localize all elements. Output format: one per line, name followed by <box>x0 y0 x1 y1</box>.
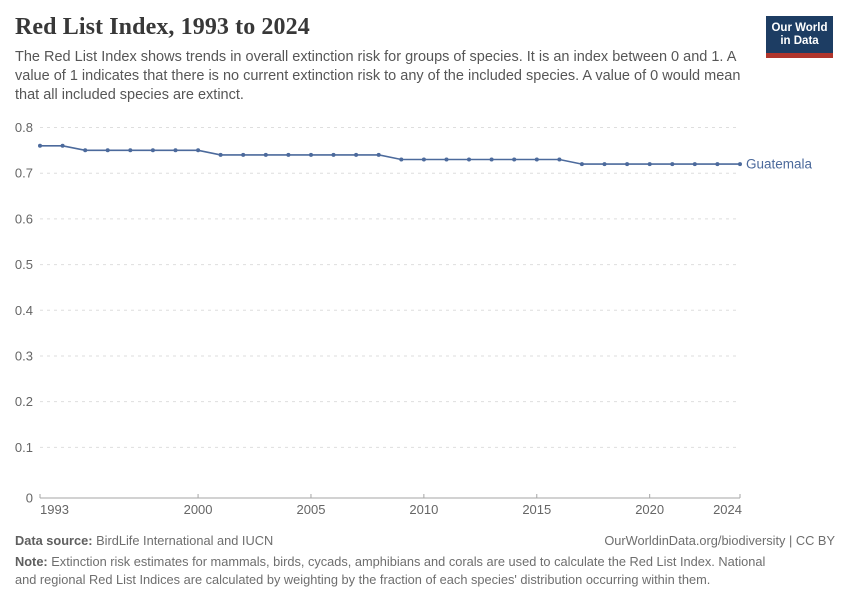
x-axis-label-2010: 2010 <box>409 502 438 517</box>
chart-svg: 0 0.1 0.2 0.3 0.4 0.5 0.6 0.7 0.8 1993 2000 2005 201… <box>15 120 813 517</box>
y-axis-label-0.5: 0.5 <box>15 257 33 272</box>
y-axis-label-0.1: 0.1 <box>15 440 33 455</box>
point-guatemala-2015[interactable] <box>534 157 539 162</box>
point-guatemala-2022[interactable] <box>692 162 697 167</box>
point-guatemala-2001[interactable] <box>218 152 223 157</box>
data-source-value: BirdLife International and IUCN <box>92 533 274 548</box>
point-guatemala-2004[interactable] <box>286 152 291 157</box>
point-guatemala-2019[interactable] <box>625 162 630 167</box>
point-guatemala-2010[interactable] <box>421 157 426 162</box>
x-axis-label-2005: 2005 <box>297 502 326 517</box>
owid-logo-line1: Our World <box>771 22 828 34</box>
y-axis-label-0.7: 0.7 <box>15 166 33 181</box>
y-axis-label-0.8: 0.8 <box>15 120 33 135</box>
x-axis-label-2015: 2015 <box>522 502 551 517</box>
y-axis-label-0.2: 0.2 <box>15 394 33 409</box>
y-axis-label-0.4: 0.4 <box>15 303 33 318</box>
point-guatemala-2011[interactable] <box>444 157 449 162</box>
owid-logo-accent-bar <box>766 53 833 58</box>
data-source-label: Data source: <box>15 533 93 548</box>
point-guatemala-1995[interactable] <box>83 148 88 153</box>
point-guatemala-2005[interactable] <box>309 152 313 157</box>
point-guatemala-1996[interactable] <box>105 148 110 153</box>
chart-title: Red List Index, 1993 to 2024 <box>15 14 310 40</box>
x-axis-label-2020: 2020 <box>635 502 664 517</box>
point-guatemala-1994[interactable] <box>60 143 65 148</box>
x-axis-label-1993: 1993 <box>40 502 69 517</box>
point-guatemala-2012[interactable] <box>467 157 471 162</box>
point-guatemala-2023[interactable] <box>715 162 720 167</box>
point-guatemala-2002[interactable] <box>241 152 246 157</box>
point-guatemala-2020[interactable] <box>647 162 652 167</box>
point-guatemala-2014[interactable] <box>512 157 517 162</box>
point-guatemala-1997[interactable] <box>128 148 133 153</box>
y-axis-label-0: 0 <box>26 491 33 506</box>
point-guatemala-2000[interactable] <box>196 148 201 153</box>
point-guatemala-2006[interactable] <box>331 152 336 157</box>
footnote-value: Extinction risk estimates for mammals, b… <box>15 554 766 587</box>
point-guatemala-2003[interactable] <box>263 152 268 157</box>
point-guatemala-2013[interactable] <box>489 157 494 162</box>
owid-logo-line2: in Data <box>780 35 819 47</box>
point-guatemala-2007[interactable] <box>354 152 359 157</box>
point-guatemala-2018[interactable] <box>602 162 607 167</box>
point-guatemala-2016[interactable] <box>557 157 562 162</box>
footnote: Note: Extinction risk estimates for mamm… <box>15 553 790 589</box>
data-source: Data source: BirdLife International and … <box>15 533 273 548</box>
point-guatemala-1999[interactable] <box>173 148 178 153</box>
y-axis-label-0.6: 0.6 <box>15 211 33 226</box>
y-axis-label-0.3: 0.3 <box>15 348 33 363</box>
point-guatemala-2024[interactable] <box>738 162 742 167</box>
point-guatemala-1993[interactable] <box>38 143 42 148</box>
point-guatemala-2009[interactable] <box>399 157 404 162</box>
point-guatemala-2008[interactable] <box>376 152 381 157</box>
chart-header: Red List Index, 1993 to 2024 The Red Lis… <box>15 14 835 105</box>
owid-logo[interactable]: Our World in Data <box>766 16 833 58</box>
point-guatemala-1998[interactable] <box>150 148 155 153</box>
point-guatemala-2021[interactable] <box>670 162 675 167</box>
footer: Data source: BirdLife International and … <box>15 533 835 589</box>
line-guatemala[interactable] <box>40 145 740 165</box>
point-guatemala-2017[interactable] <box>579 162 584 167</box>
x-axis-label-2024: 2024 <box>713 502 742 517</box>
series-label-guatemala[interactable]: Guatemala <box>746 157 813 172</box>
attribution-link[interactable]: OurWorldinData.org/biodiversity | CC BY <box>604 533 835 548</box>
footnote-label: Note: <box>15 554 48 569</box>
chart-plot-area: 0 0.1 0.2 0.3 0.4 0.5 0.6 0.7 0.8 1993 2000 2005 201… <box>0 113 850 525</box>
x-axis-label-2000: 2000 <box>184 502 213 517</box>
chart-subtitle: The Red List Index shows trends in overa… <box>15 49 741 103</box>
